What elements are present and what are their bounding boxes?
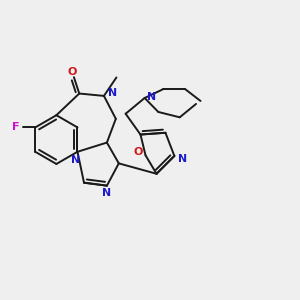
Text: N: N [70,155,80,165]
Text: N: N [108,88,117,98]
Text: F: F [12,122,19,132]
Text: O: O [68,67,77,77]
Text: N: N [102,188,112,198]
Text: N: N [147,92,156,101]
Text: O: O [134,147,143,158]
Text: N: N [178,154,187,164]
